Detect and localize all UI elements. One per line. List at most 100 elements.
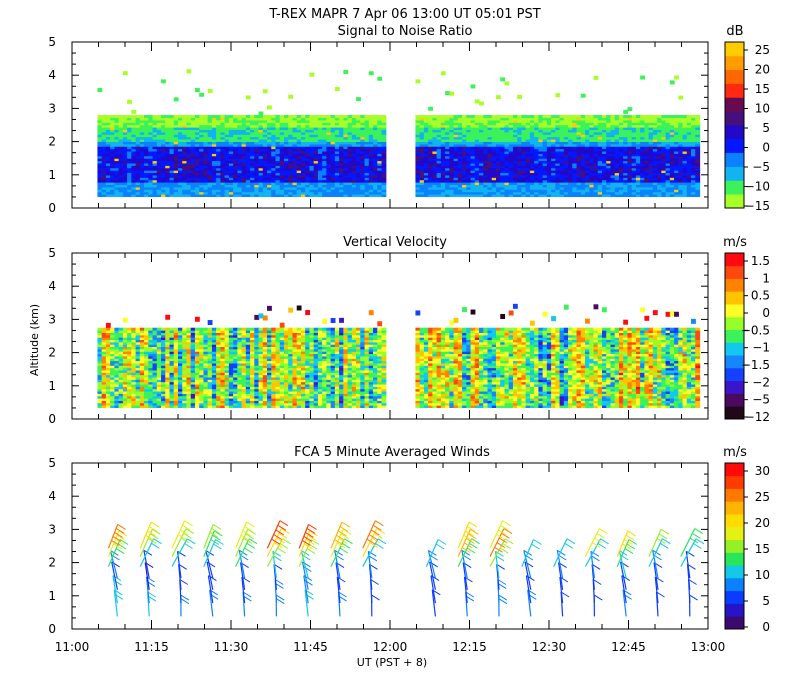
heatmap-cell [161, 129, 166, 133]
heatmap-cell [228, 158, 234, 162]
heatmap-cell [114, 383, 120, 387]
heatmap-cell [631, 131, 637, 135]
heatmap-cell [228, 179, 234, 183]
heatmap-cell [288, 165, 294, 169]
heatmap-cell [300, 115, 306, 119]
heatmap-cell [618, 150, 624, 154]
heatmap-cell [563, 150, 569, 154]
heatmap-cell [284, 146, 289, 150]
heatmap-cell [114, 390, 120, 394]
heatmap-cell [525, 174, 531, 178]
heatmap-cell [614, 122, 620, 126]
heatmap-cell [305, 153, 311, 157]
heatmap-cell [347, 184, 353, 188]
heatmap-cell [326, 146, 332, 150]
heatmap-cell [381, 134, 387, 138]
heatmap-cell [250, 117, 255, 121]
heatmap-cell [122, 372, 128, 376]
heatmap-cell [194, 193, 200, 197]
heatmap-cell [585, 174, 590, 178]
heatmap-cell [148, 189, 154, 193]
heatmap-cell [258, 129, 264, 133]
heatmap-cell [652, 119, 658, 123]
heatmap-cell [525, 143, 531, 147]
heatmap-cell [105, 143, 111, 147]
heatmap-cell [593, 138, 599, 142]
heatmap-cell [674, 138, 679, 142]
heatmap-cell [508, 119, 514, 123]
heatmap-cell [551, 162, 556, 166]
heatmap-cell [623, 119, 629, 123]
heatmap-cell [512, 189, 518, 193]
heatmap-cell [182, 129, 188, 133]
heatmap-cell [322, 143, 327, 147]
heatmap-cell [300, 189, 306, 193]
heatmap-cell [521, 122, 527, 126]
heatmap-cell [271, 146, 277, 150]
heatmap-cell [691, 160, 696, 164]
heatmap-cell [593, 150, 599, 154]
heatmap-cell [368, 155, 374, 159]
heatmap-cell [648, 174, 654, 178]
heatmap-cell [512, 167, 518, 171]
heatmap-cell [131, 148, 137, 152]
heatmap-cell [322, 162, 327, 166]
heatmap-cell [292, 165, 298, 169]
heatmap-cell [606, 170, 612, 174]
heatmap-cell [440, 162, 446, 166]
heatmap-cell [148, 191, 154, 195]
heatmap-cell [568, 193, 573, 197]
heatmap-cell [135, 189, 141, 193]
heatmap-cell [245, 165, 251, 169]
heatmap-cell [580, 138, 586, 142]
heatmap-cell [237, 172, 243, 176]
heatmap-cell [686, 129, 692, 133]
heatmap-cell [279, 189, 285, 193]
heatmap-cell [686, 160, 692, 164]
heatmap-cell [534, 184, 539, 188]
heatmap-cell [682, 141, 688, 145]
heatmap-cell [487, 177, 493, 181]
heatmap-cell [623, 155, 629, 159]
heatmap-cell [491, 193, 497, 197]
heatmap-cell [190, 141, 196, 145]
heatmap-cell [440, 115, 446, 119]
heatmap-cell [97, 182, 103, 186]
heatmap-cell [105, 395, 111, 399]
heatmap-cell [538, 141, 544, 145]
heatmap-cell [373, 127, 378, 130]
heatmap-cell [309, 72, 315, 77]
heatmap-cell [173, 146, 179, 150]
heatmap-cell [572, 184, 578, 188]
heatmap-cell [279, 143, 285, 147]
heatmap-cell [470, 174, 476, 178]
heatmap-cell [330, 174, 336, 178]
heatmap-cell [695, 129, 701, 133]
heatmap-cell [368, 129, 374, 133]
heatmap-cell [546, 170, 552, 174]
heatmap-cell [635, 189, 641, 193]
heatmap-cell [453, 134, 459, 138]
heatmap-cell [279, 167, 285, 171]
heatmap-cell [373, 172, 378, 176]
heatmap-cell [610, 148, 616, 152]
heatmap-cell [288, 122, 294, 126]
heatmap-cell [542, 162, 548, 166]
heatmap-cell [614, 136, 620, 140]
heatmap-cell [618, 186, 624, 190]
heatmap-cell [623, 131, 629, 135]
heatmap-cell [330, 179, 336, 183]
heatmap-cell [343, 184, 349, 188]
heatmap-cell [199, 127, 205, 130]
heatmap-cell [695, 160, 701, 164]
heatmap-cell [546, 148, 552, 152]
heatmap-cell [271, 134, 277, 138]
heatmap-cell [279, 165, 285, 169]
heatmap-cell [652, 127, 658, 130]
heatmap-cell [445, 136, 450, 140]
heatmap-cell [199, 124, 205, 128]
heatmap-cell [194, 186, 200, 190]
heatmap-cell [428, 131, 433, 135]
heatmap-cell [334, 177, 340, 181]
heatmap-cell [644, 186, 650, 190]
